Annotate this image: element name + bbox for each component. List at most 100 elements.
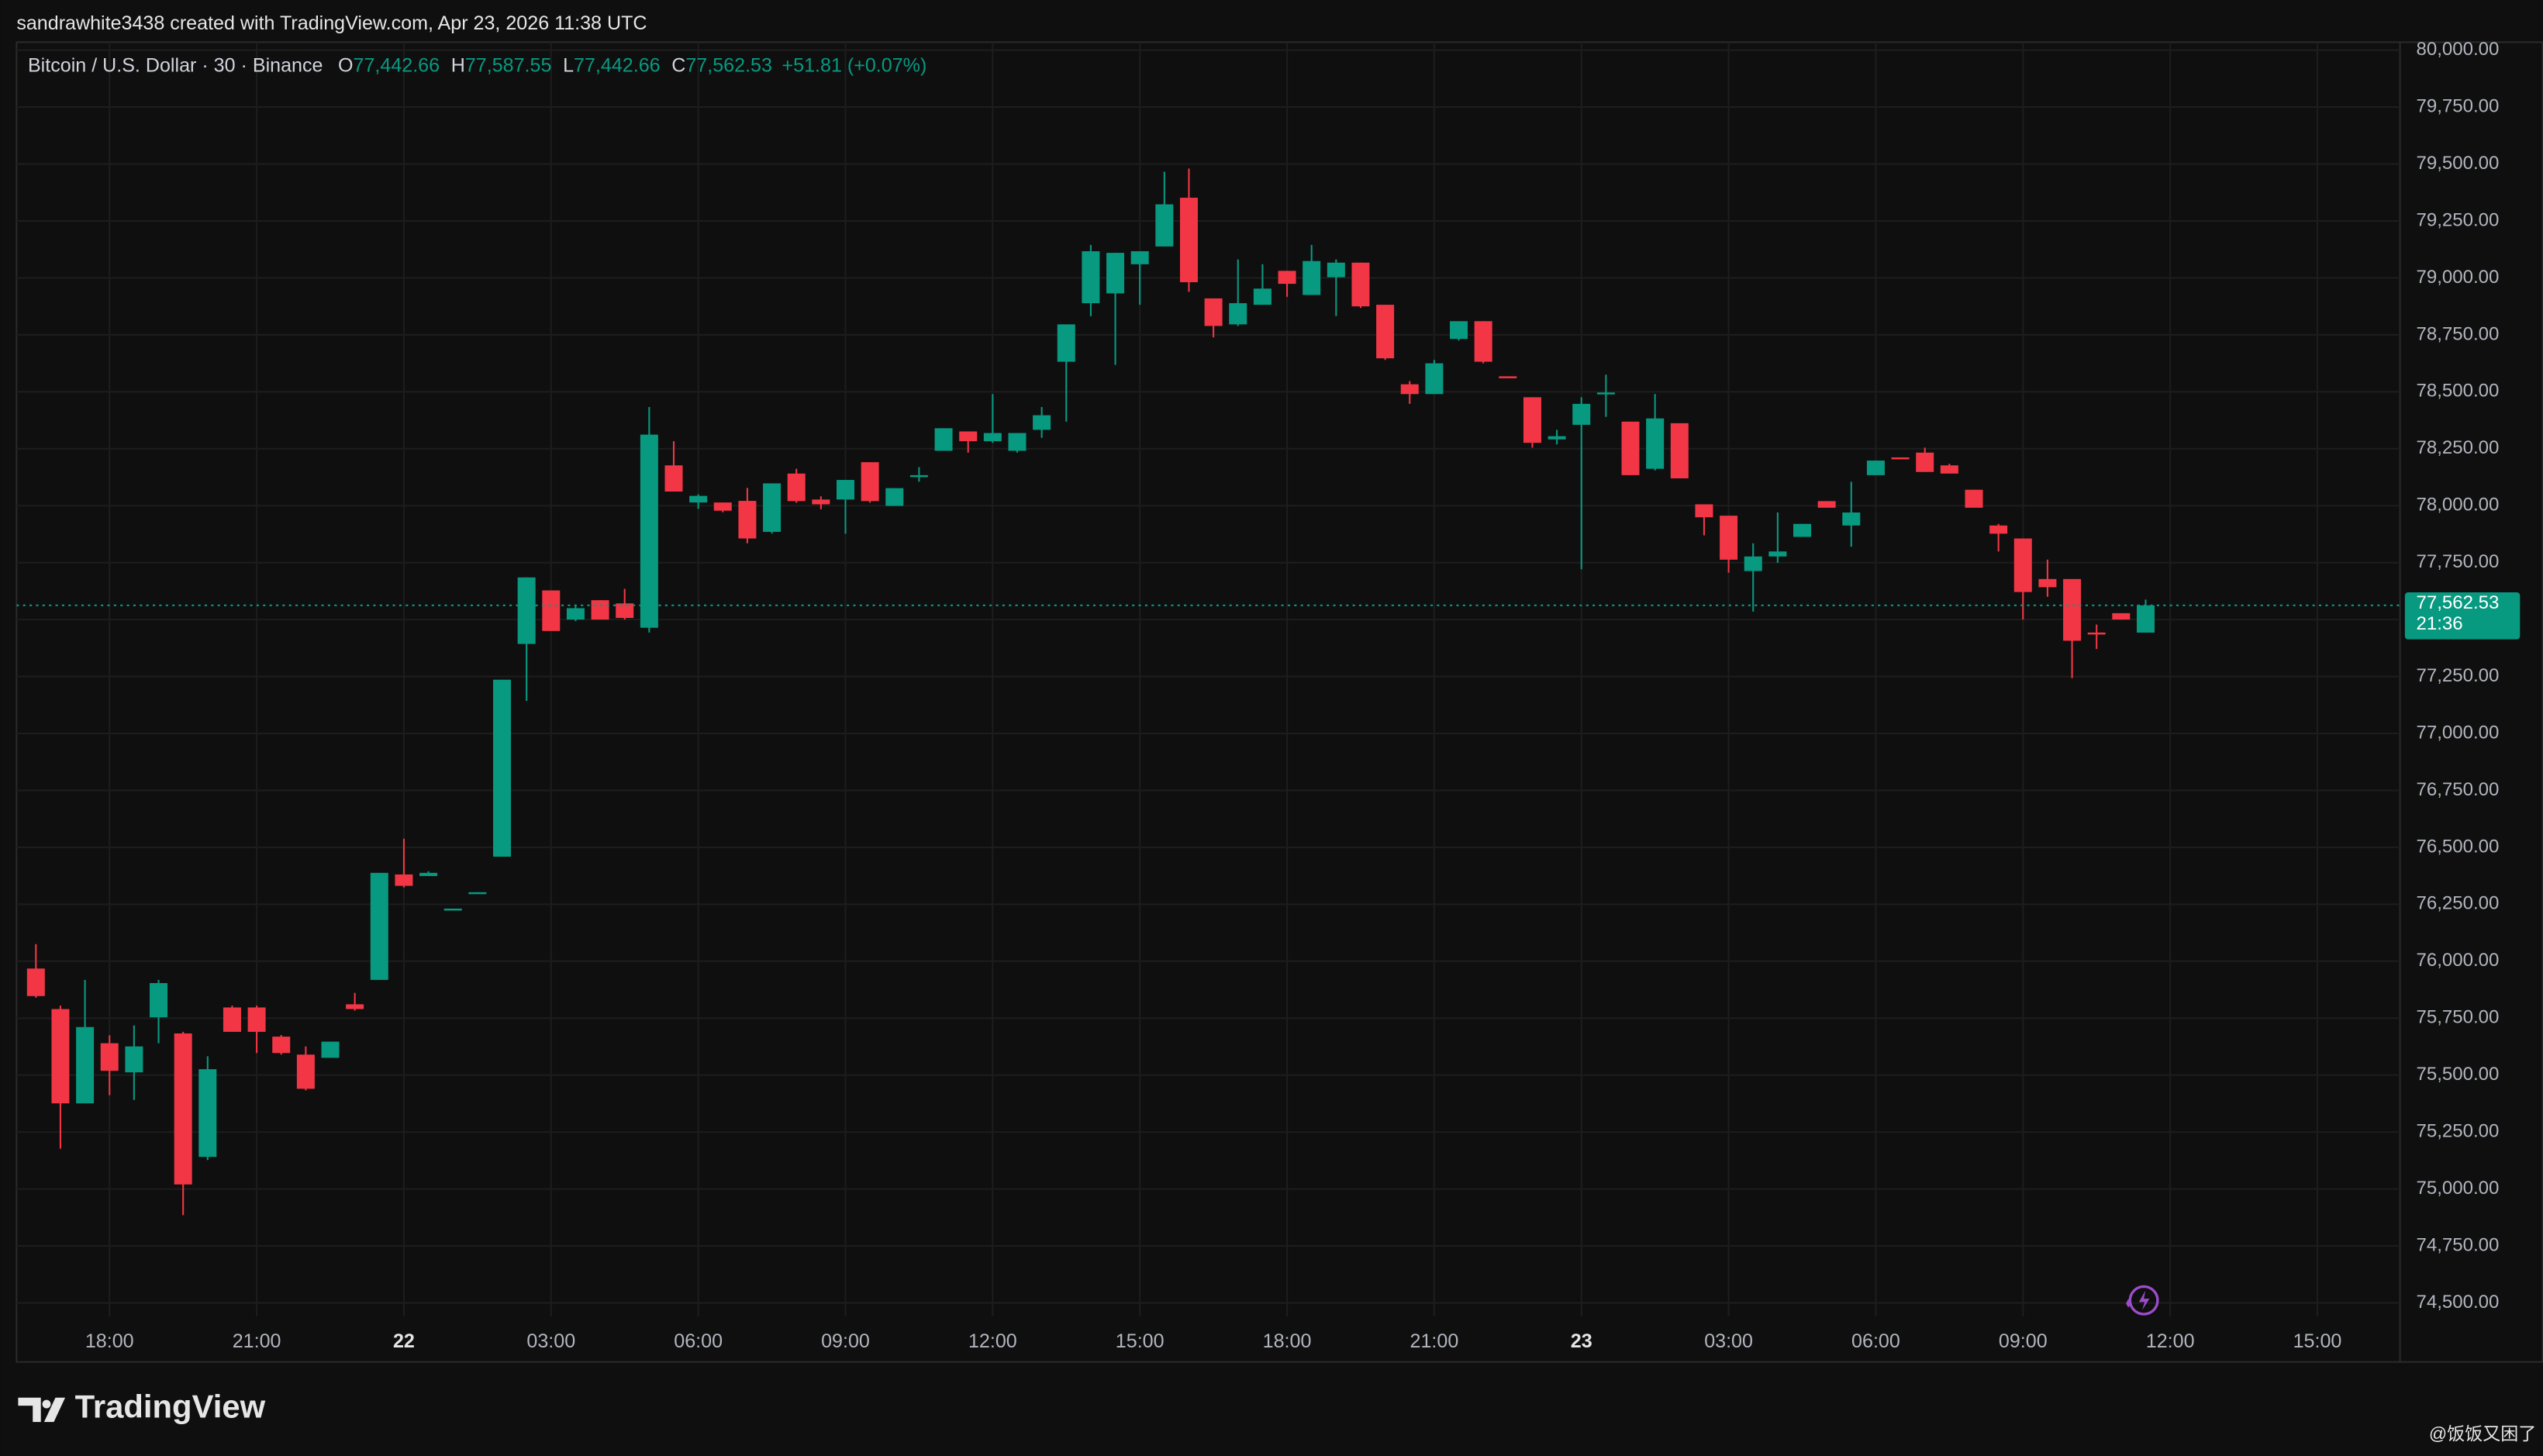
candle-body: [787, 473, 806, 502]
x-tick-label: 06:00: [674, 1330, 723, 1352]
candle-body: [1866, 461, 1885, 475]
chart-panel: [16, 41, 2543, 1363]
price-tag-countdown: 21:36: [2416, 613, 2462, 634]
y-tick-label: 78,000.00: [2416, 495, 2499, 516]
watermark: @饭饭又困了: [2429, 1423, 2536, 1444]
x-tick-label: 21:00: [233, 1330, 281, 1352]
candle-body: [1646, 418, 1665, 469]
candle-body: [1720, 516, 1738, 560]
candle-body: [640, 434, 658, 628]
y-tick-label: 76,000.00: [2416, 950, 2499, 971]
symbol-title: Bitcoin / U.S. Dollar · 30 · Binance: [28, 54, 323, 76]
candle-body: [738, 501, 757, 539]
change: +51.81 (+0.07%): [782, 54, 926, 76]
price-tag-value: 77,562.53: [2416, 592, 2499, 613]
candle-body: [1155, 204, 1174, 247]
candle-body: [517, 577, 536, 644]
candle-body: [763, 483, 782, 533]
x-tick-label: 22: [393, 1330, 415, 1352]
candle-body: [370, 872, 388, 980]
candle-body: [125, 1046, 143, 1073]
candle-body: [1842, 512, 1861, 526]
candle-body: [616, 603, 634, 619]
candle-body: [493, 679, 512, 857]
candle-body: [100, 1043, 119, 1071]
candle-body: [983, 433, 1002, 442]
candle-body: [1179, 198, 1198, 283]
x-tick-label: 15:00: [1116, 1330, 1165, 1352]
candle-body: [2136, 605, 2155, 633]
candle-body: [959, 431, 978, 442]
candle-body: [1940, 465, 1958, 474]
candle-body: [566, 608, 585, 620]
candle-body: [909, 474, 928, 478]
candle-body: [1793, 523, 1812, 537]
x-tick-label: 09:00: [821, 1330, 870, 1352]
candle-body: [1204, 298, 1223, 326]
candle-body: [1768, 551, 1787, 557]
x-tick-label: 23: [1571, 1330, 1592, 1352]
ohlc-value: 77,442.66: [574, 54, 661, 76]
ohlc-value: 77,587.55: [465, 54, 552, 76]
lightning-icon: [2126, 1285, 2159, 1316]
candle-body: [836, 480, 854, 500]
legend-header: Bitcoin / U.S. Dollar · 30 · Binance O77…: [28, 54, 926, 76]
candle-body: [1130, 251, 1149, 264]
candle-body: [1351, 262, 1370, 307]
candle-body: [1106, 253, 1125, 294]
candle-body: [1695, 504, 1713, 518]
candle-body: [223, 1007, 241, 1032]
candle-body: [1008, 433, 1027, 451]
candle-body: [1916, 452, 1934, 472]
candle-body: [1989, 525, 2008, 534]
candle-body: [1278, 271, 1296, 285]
candle-body: [812, 499, 830, 505]
candle-body: [1523, 397, 1541, 443]
x-tick-label: 09:00: [1999, 1330, 2048, 1352]
candle-body: [1670, 423, 1689, 478]
candle-body: [247, 1007, 266, 1032]
candle-body: [1082, 251, 1100, 304]
candles: [26, 168, 2155, 1216]
x-tick-label: 18:00: [85, 1330, 134, 1352]
candle-body: [2087, 632, 2106, 635]
y-tick-label: 75,750.00: [2416, 1007, 2499, 1028]
x-tick-label: 12:00: [968, 1330, 1017, 1352]
ohlc-label: O: [338, 54, 354, 76]
y-tick-label: 76,750.00: [2416, 779, 2499, 800]
candle-body: [296, 1054, 315, 1089]
y-tick-label: 80,000.00: [2416, 39, 2499, 60]
x-tick-label: 06:00: [1851, 1330, 1900, 1352]
x-tick-label: 03:00: [1704, 1330, 1753, 1352]
candle-body: [591, 600, 609, 620]
candle-body: [174, 1033, 192, 1185]
candle-body: [861, 462, 879, 502]
candle-body: [1229, 303, 1247, 325]
price-tag: [2404, 592, 2521, 640]
candle-body: [1499, 376, 1517, 378]
attribution: sandrawhite3438 created with TradingView…: [16, 12, 647, 34]
y-tick-label: 75,250.00: [2416, 1121, 2499, 1142]
candle-body: [1817, 501, 1836, 508]
ohlc-label: L: [563, 54, 574, 76]
candle-body: [1572, 403, 1591, 425]
candle-body: [885, 488, 904, 506]
y-tick-label: 77,000.00: [2416, 722, 2499, 743]
candle-body: [1033, 415, 1051, 430]
y-tick-label: 79,250.00: [2416, 209, 2499, 230]
candle-body: [542, 590, 561, 631]
candle-body: [1253, 288, 1272, 305]
candle-body: [1450, 321, 1468, 340]
candle-body: [1621, 421, 1640, 475]
candle-body: [150, 983, 168, 1018]
candle-body: [1400, 384, 1419, 395]
candle-body: [934, 428, 953, 451]
candle-body: [1548, 436, 1566, 440]
candle-body: [1327, 262, 1345, 278]
candle-body: [419, 872, 438, 876]
ohlc-value: 77,442.66: [354, 54, 440, 76]
y-tick-label: 74,750.00: [2416, 1234, 2499, 1255]
ohlc-label: H: [451, 54, 465, 76]
